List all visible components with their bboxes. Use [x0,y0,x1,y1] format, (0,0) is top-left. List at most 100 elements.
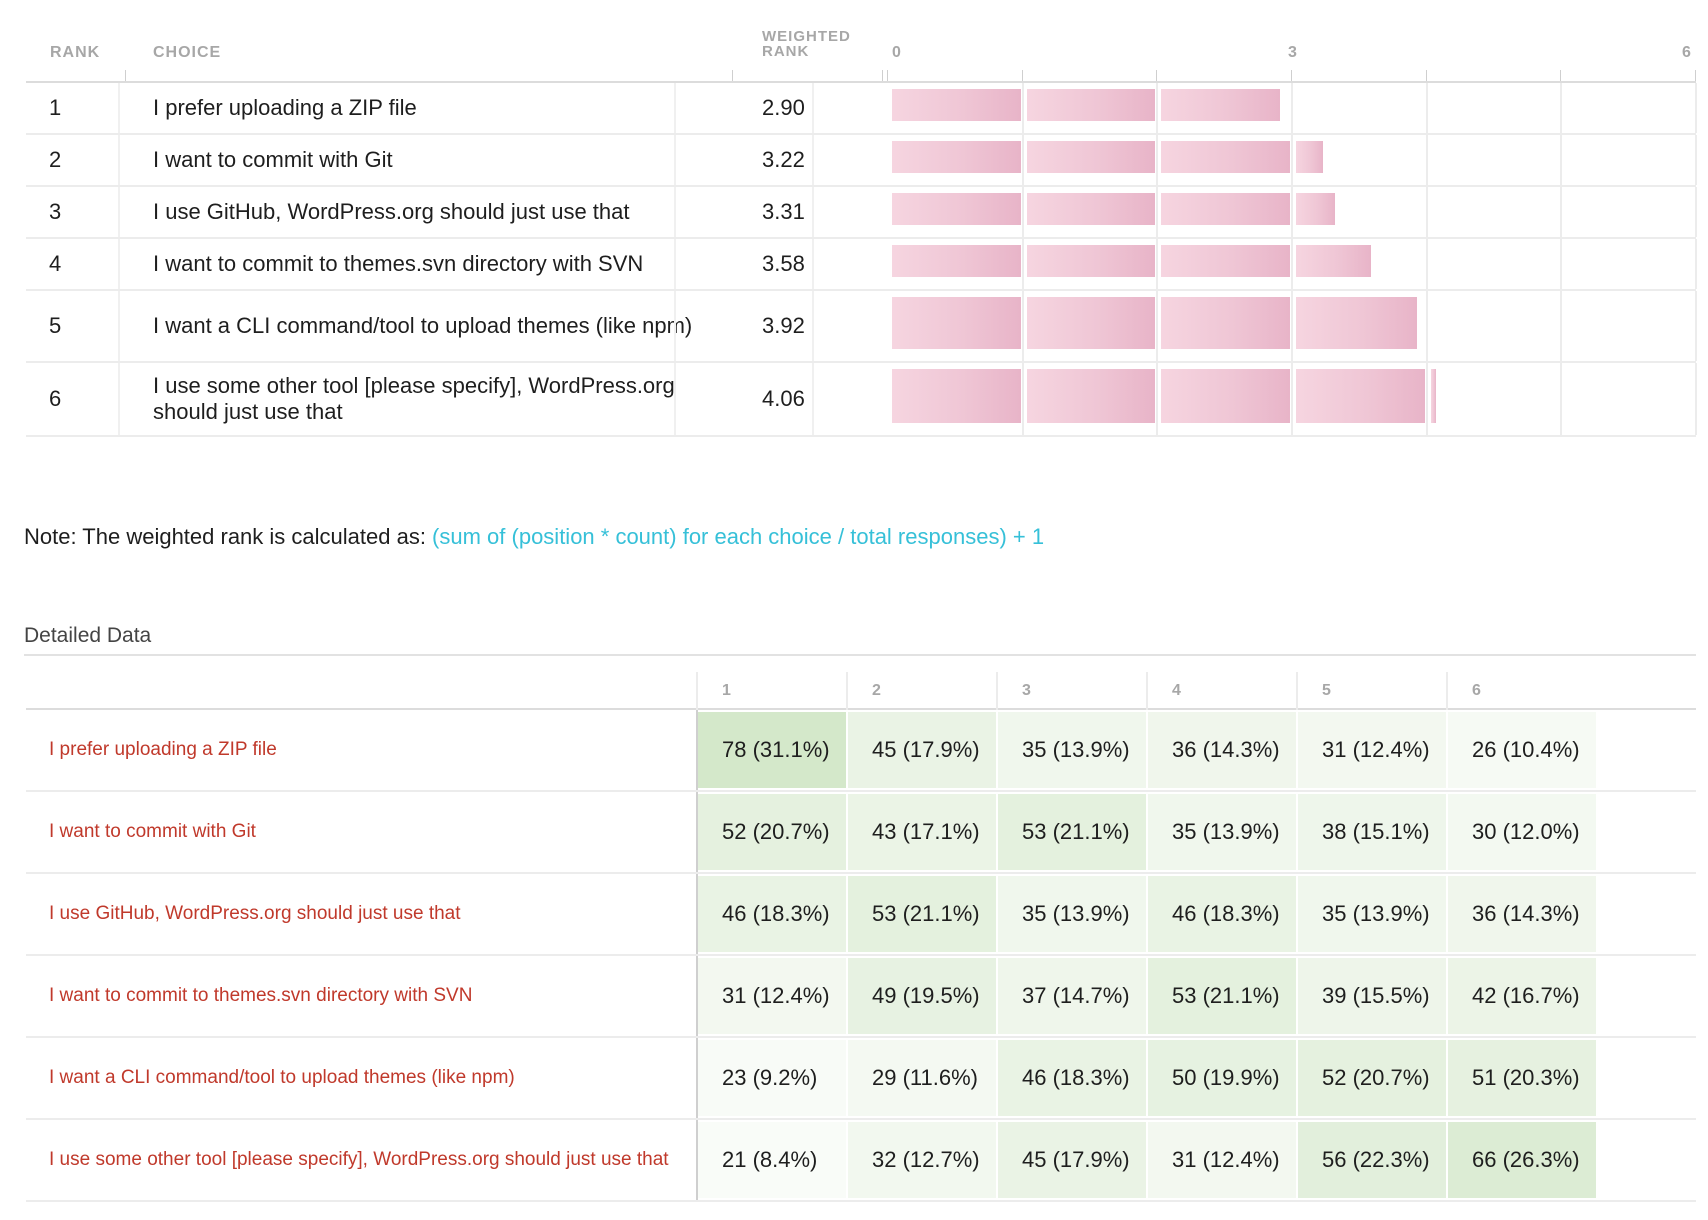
column-divider [1296,672,1298,710]
bar-segment [1296,369,1425,423]
detailed-data-rule [24,654,1696,656]
column-divider [996,672,998,710]
gridline [1021,363,1024,435]
choice-label: I want to commit to themes.svn directory… [153,251,644,276]
count-cell: 56 (22.3%) [1298,1122,1446,1198]
column-divider [118,291,120,361]
table-row: I use some other tool [please specify], … [26,1120,1696,1202]
count-cell: 46 (18.3%) [698,876,846,952]
ranking-row: 3 I use GitHub, WordPress.org should just… [26,187,1697,239]
table-row: I want to commit with Git 52 (20.7%) 43 (1… [26,792,1696,874]
gridline [1425,291,1428,361]
column-divider [882,70,883,81]
rank-number: 5 [49,313,62,338]
count-cell: 35 (13.9%) [1148,794,1296,870]
choice-label: I want a CLI command/tool to upload them… [153,313,693,338]
column-divider [118,239,120,289]
count-cell: 78 (31.1%) [698,712,846,788]
bar-segment [1430,369,1436,423]
gridline [1291,135,1293,185]
column-divider [118,187,120,237]
count-cell: 31 (12.4%) [1148,1122,1296,1198]
bar-segment [1026,297,1156,349]
bar-segment [1161,141,1290,173]
weighted-rank-value: 3.58 [762,251,805,276]
ranking-row: 1 I prefer uploading a ZIP file 2.90 [26,83,1697,135]
bar-segment [892,245,1021,277]
column-divider [812,291,814,361]
count-cell: 38 (15.1%) [1298,794,1446,870]
choice-label: I use some other tool [please specify], … [153,373,675,424]
weighted-rank-value: 3.92 [762,313,805,338]
gridline [1021,83,1024,133]
x-tick-mark [1156,70,1158,81]
count-cell: 53 (21.1%) [1148,958,1296,1034]
bar-segment [892,297,1021,349]
count-cell: 35 (13.9%) [998,712,1146,788]
position-column-header: 1 [722,682,731,699]
column-divider [125,70,126,81]
count-cell: 45 (17.9%) [848,712,996,788]
x-tick-mark [1560,70,1562,81]
note-prefix: Note: The weighted rank is calculated as… [24,524,433,549]
column-divider [118,363,120,435]
column-divider [812,363,814,435]
count-cell: 35 (13.9%) [1298,876,1446,952]
x-tick-label: 6 [1682,44,1691,61]
x-tick-mark [1021,70,1023,81]
gridline [1021,291,1024,361]
bar-track [888,187,1697,237]
count-cell: 45 (17.9%) [998,1122,1146,1198]
bar-track [888,363,1697,435]
position-column-header: 4 [1172,682,1181,699]
row-choice-label: I want to commit to themes.svn directory… [49,985,473,1006]
count-cell: 66 (26.3%) [1448,1122,1596,1198]
column-divider [696,710,698,790]
choice-label: I want to commit with Git [153,147,393,172]
ranking-row: 2 I want to commit with Git 3.22 [26,135,1697,187]
gridline [1156,135,1159,185]
count-cell: 49 (19.5%) [848,958,996,1034]
gridline [1156,83,1159,133]
gridline [1560,239,1563,289]
position-column-header: 2 [872,682,881,699]
position-column-header: 6 [1472,682,1481,699]
gridline [1560,291,1563,361]
gridline [1425,83,1428,133]
bar-segment [1296,297,1417,349]
gridline [1695,187,1697,237]
count-cell: 39 (15.5%) [1298,958,1446,1034]
column-divider [674,135,676,185]
gridline [1291,239,1293,289]
bar-track [888,83,1697,133]
count-cell: 32 (12.7%) [848,1122,996,1198]
x-tick-mark [887,70,888,81]
weighted-rank-value: 4.06 [762,386,805,411]
gridline [1695,135,1697,185]
column-divider [674,187,676,237]
count-cell: 53 (21.1%) [998,794,1146,870]
gridline [1291,187,1293,237]
bar-segment [1026,193,1156,225]
count-cell: 42 (16.7%) [1448,958,1596,1034]
gridline [1021,239,1024,289]
table-row: I want to commit to themes.svn directory… [26,956,1696,1038]
gridline [1425,187,1428,237]
gridline [1156,187,1159,237]
ranking-row: 4 I want to commit to themes.svn director… [26,239,1697,291]
count-cell: 51 (20.3%) [1448,1040,1596,1116]
column-divider [696,874,698,954]
gridline [1425,239,1428,289]
position-column-header: 3 [1022,682,1031,699]
bar-segment [1296,141,1323,173]
count-cell: 53 (21.1%) [848,876,996,952]
x-tick-label: 0 [892,44,901,61]
column-divider [812,83,814,133]
count-cell: 29 (11.6%) [848,1040,996,1116]
ranking-table: 1 I prefer uploading a ZIP file 2.90 2 I wan… [26,83,1697,437]
rank-number: 3 [49,199,62,224]
row-choice-label: I want to commit with Git [49,821,256,842]
gridline [1291,291,1293,361]
table-row: I prefer uploading a ZIP file 78 (31.1%) 4… [26,710,1696,792]
position-column-header: 5 [1322,682,1331,699]
